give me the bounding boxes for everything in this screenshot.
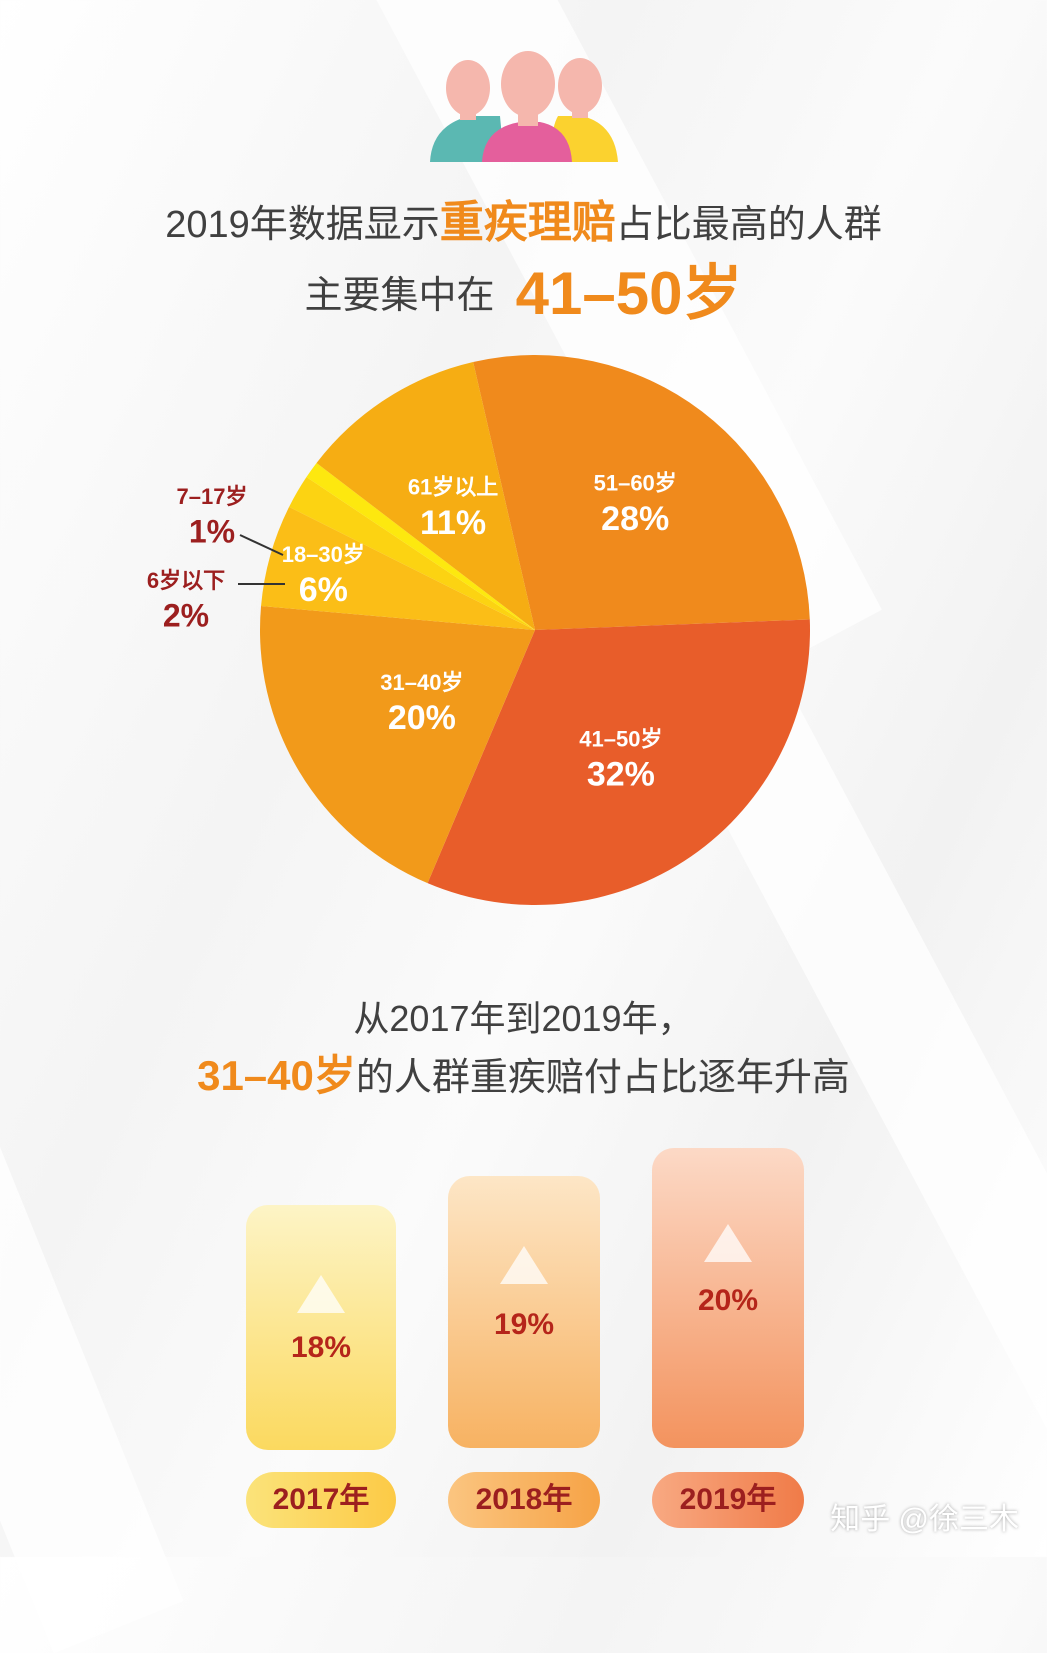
up-triangle-icon	[704, 1224, 752, 1262]
year-card-percentage: 19%	[493, 1308, 555, 1341]
section-2-line-2: 31–40岁的人群重疾赔付占比逐年升高	[0, 1042, 1047, 1103]
section-2-text: 的人群重疾赔付占比逐年升高	[355, 1057, 850, 1099]
pie-slice	[259, 606, 535, 884]
year-label-2018: 2018年	[448, 1472, 600, 1528]
pie-slice-label: 31–40岁	[380, 670, 463, 695]
year-card-percentage: 18%	[290, 1331, 352, 1364]
headline-text: 占比最高的人群	[615, 204, 882, 246]
pie-slice-label: 7–17岁	[177, 484, 248, 509]
pie-slice-value: 28%	[601, 500, 669, 538]
year-card-2017: 18%	[246, 1205, 396, 1450]
headline-text: 2019年数据显示	[165, 204, 440, 246]
headline-line-2: 主要集中在 41–50岁	[0, 245, 1047, 332]
headline-age-highlight: 41–50岁	[515, 260, 743, 327]
pie-slice	[289, 477, 535, 630]
pie-slice-value: 32%	[587, 755, 655, 793]
pie-slice-label: 41–50岁	[579, 726, 662, 751]
pie-slice-label: 51–60岁	[594, 471, 677, 496]
pie-slice-value: 6%	[299, 571, 348, 609]
pie-slice	[473, 354, 810, 630]
pie-leader-line	[239, 534, 284, 556]
up-triangle-icon	[297, 1275, 345, 1313]
pie-slice	[261, 506, 535, 630]
watermark: 知乎 @徐三木	[830, 1503, 1019, 1536]
year-card-percentage: 20%	[697, 1284, 759, 1317]
section-2-highlight: 31–40岁	[197, 1052, 356, 1099]
year-card-2018: 19%	[448, 1176, 600, 1448]
year-card-2019: 20%	[652, 1148, 804, 1448]
pie-slice-value: 2%	[163, 597, 209, 633]
headline-highlight: 重疾理赔	[439, 198, 616, 247]
pie-slice-label: 18–30岁	[282, 542, 365, 567]
pie-slice	[427, 619, 810, 906]
pie-slice-label: 6岁以下	[147, 568, 225, 593]
year-label-2019: 2019年	[652, 1472, 804, 1528]
pie-slice-value: 1%	[189, 513, 235, 549]
headline-line-1: 2019年数据显示重疾理赔占比最高的人群	[0, 186, 1047, 250]
pie-slice-label: 61岁以上	[408, 475, 498, 500]
pie-slice-value: 20%	[388, 699, 456, 737]
up-triangle-icon	[500, 1246, 548, 1284]
people-icon	[430, 51, 618, 162]
pie-slice	[316, 362, 535, 630]
pie-chart: 51–60岁 28% 41–50岁 32% 31–40岁 20% 18–30岁 6% 6岁以下 2…	[147, 354, 810, 906]
pie-slice	[306, 462, 535, 630]
section-2-line-1: 从2017年到2019年，	[353, 998, 694, 1039]
pie-slice-value: 11%	[420, 504, 486, 542]
year-label-2017: 2017年	[246, 1472, 396, 1528]
headline-text: 主要集中在	[304, 275, 495, 317]
